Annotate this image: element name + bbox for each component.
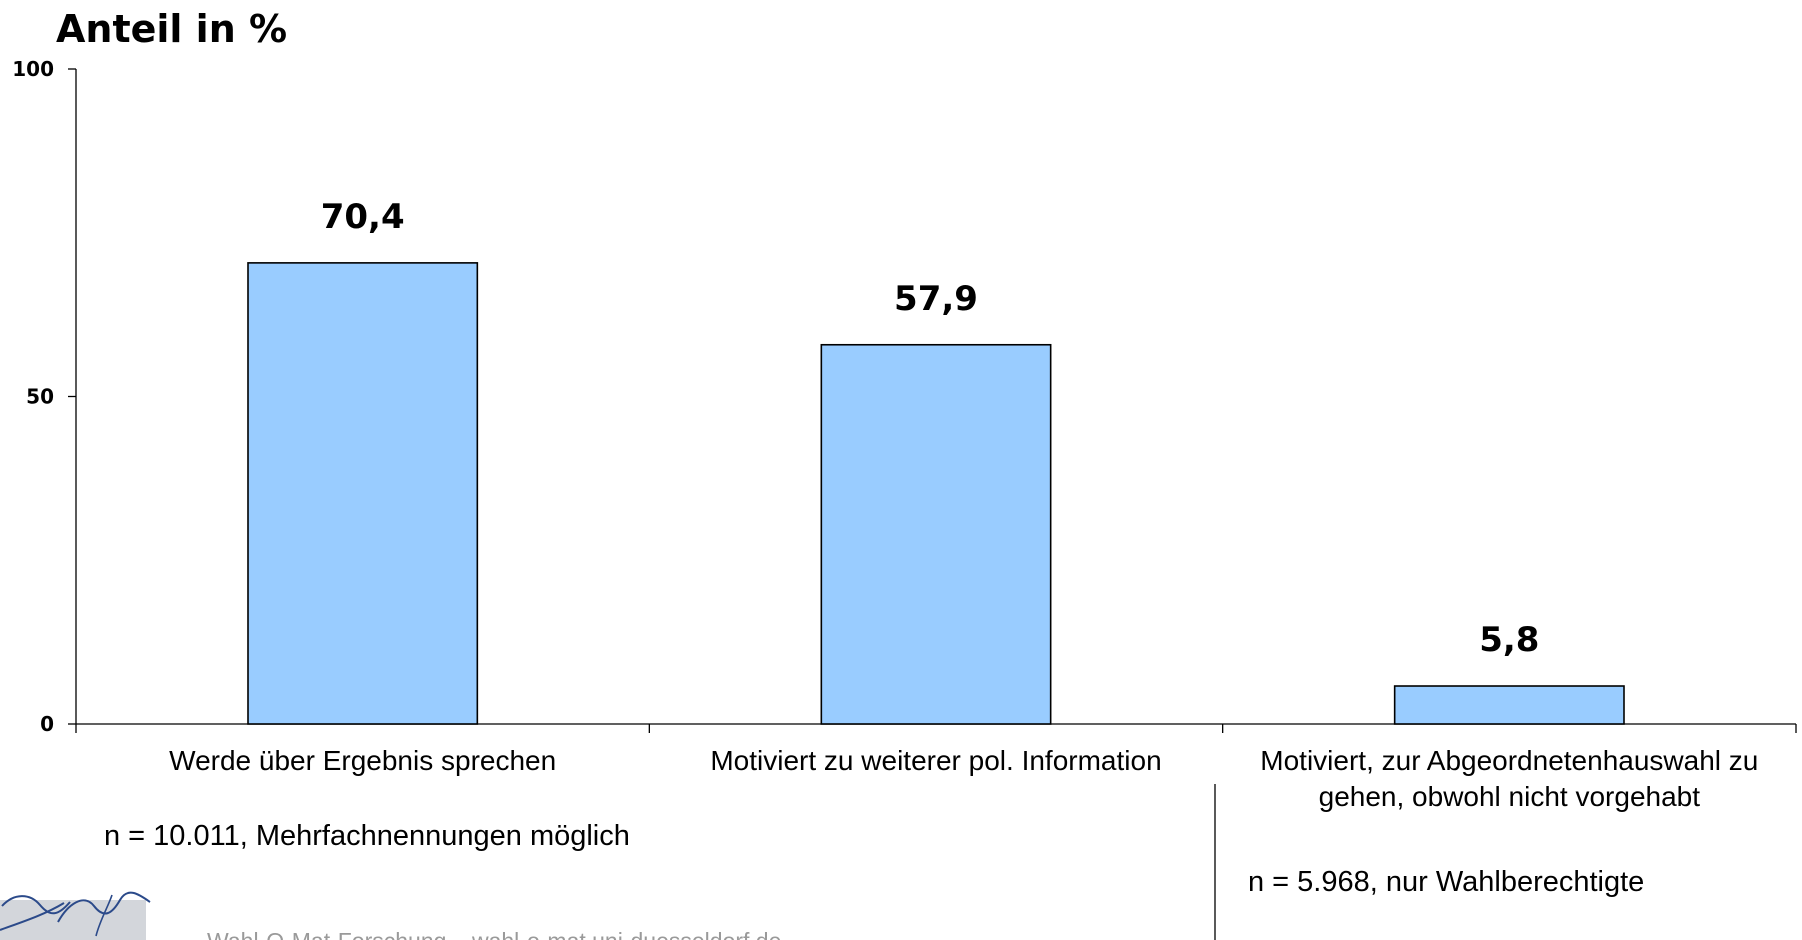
category-label-line: Werde über Ergebnis sprechen <box>169 745 556 776</box>
signature-logo <box>0 891 151 940</box>
bar <box>1393 685 1625 725</box>
y-tick-label: 0 <box>40 712 54 736</box>
value-labels: 70,4 57,9 5,8 <box>321 197 1540 660</box>
category-label: Motiviert, zur Abgeordnetenhauswahl zu ge… <box>1260 745 1758 812</box>
note-right: n = 5.968, nur Wahlberechtigte <box>1248 866 1644 898</box>
bar <box>820 343 1052 725</box>
x-ticks <box>75 724 1797 733</box>
y-tick-label: 50 <box>26 385 54 409</box>
note-left: n = 10.011, Mehrfachnennungen möglich <box>104 820 630 852</box>
category-label: Motiviert zu weiterer pol. Information <box>710 745 1161 776</box>
category-label: Werde über Ergebnis sprechen <box>169 745 556 776</box>
chart-title: Anteil in % <box>56 7 287 51</box>
value-label: 70,4 <box>321 197 405 237</box>
y-ticks: 0 50 100 <box>12 57 76 736</box>
category-label-line: gehen, obwohl nicht vorgehabt <box>1319 781 1701 812</box>
value-label: 57,9 <box>894 279 978 319</box>
value-label: 5,8 <box>1479 620 1539 660</box>
bar <box>247 262 479 725</box>
category-label-line: Motiviert zu weiterer pol. Information <box>710 745 1161 776</box>
footer-text: Wahl-O-Mat-Forschung – wahl-o-mat.uni-du… <box>207 928 781 940</box>
bars <box>247 262 1625 725</box>
y-tick-label: 100 <box>12 57 54 81</box>
category-labels: Werde über Ergebnis sprechen Motiviert zu… <box>169 745 1758 812</box>
category-label-line: Motiviert, zur Abgeordnetenhauswahl zu <box>1260 745 1758 776</box>
